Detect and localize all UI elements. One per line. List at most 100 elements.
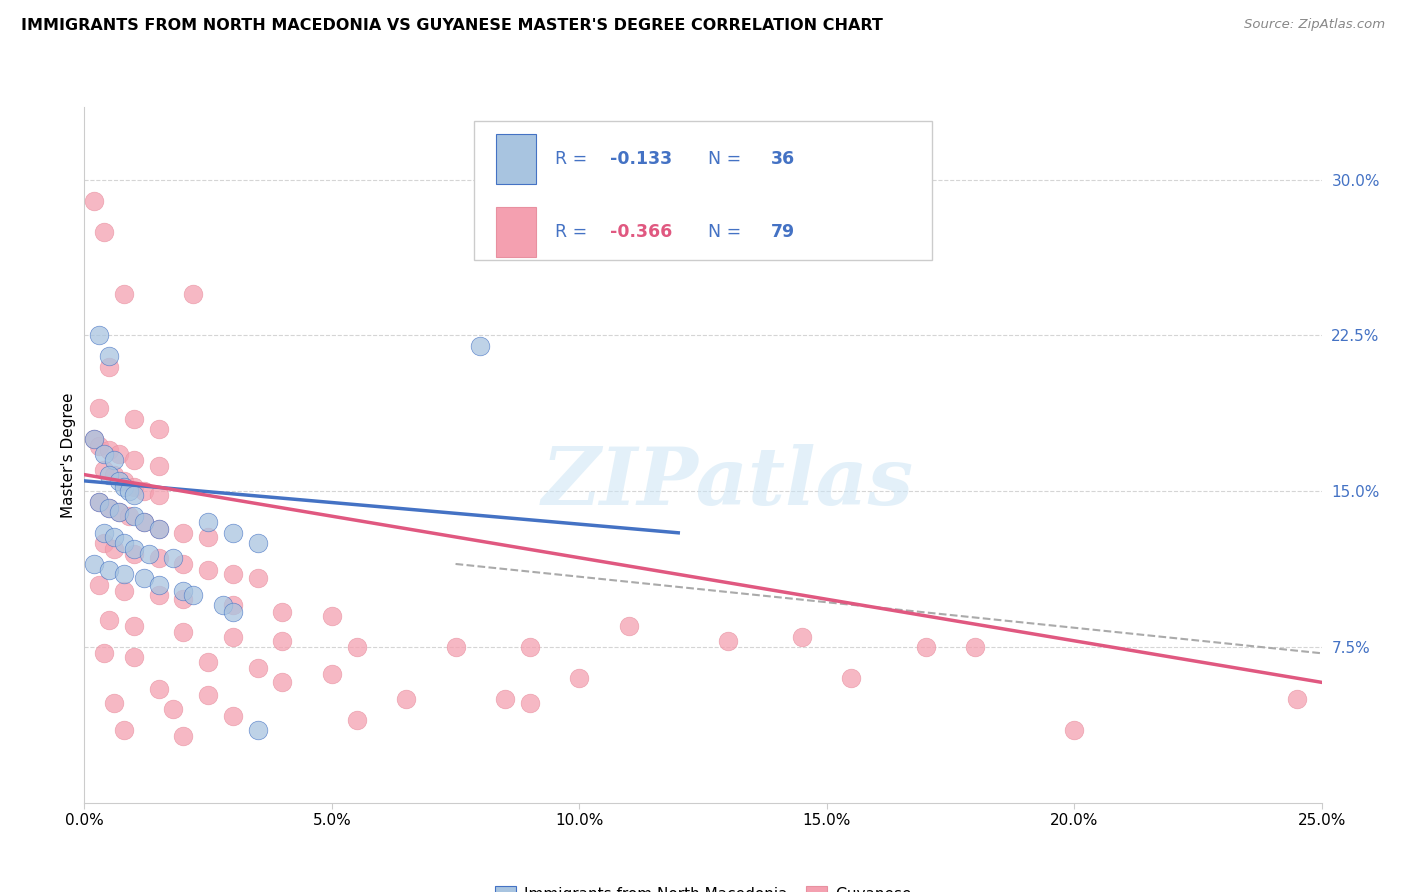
Point [122,619,145,633]
Point [89,439,111,453]
Point [118,509,141,524]
Text: 79: 79 [770,223,796,241]
Point [321,667,343,681]
Point [148,488,170,502]
Point [246,661,269,675]
FancyBboxPatch shape [496,134,536,184]
Point [222,605,245,619]
Point [346,640,368,654]
Point [271,633,294,648]
Point [93,646,115,660]
Text: Source: ZipAtlas.com: Source: ZipAtlas.com [1244,18,1385,31]
Point [108,505,131,519]
Point [122,542,145,557]
Point [148,522,170,536]
Point [222,630,245,644]
Point [222,525,245,540]
Point [148,681,170,696]
Point [122,411,145,425]
Point [172,729,194,743]
Point [197,516,219,530]
Point [271,675,294,690]
Point [98,467,121,482]
Point [112,723,135,738]
Point [148,550,170,565]
Text: IMMIGRANTS FROM NORTH MACEDONIA VS GUYANESE MASTER'S DEGREE CORRELATION CHART: IMMIGRANTS FROM NORTH MACEDONIA VS GUYAN… [21,18,883,33]
Point [83,433,105,447]
Text: 36: 36 [770,150,796,169]
Point [222,599,245,613]
Point [841,671,863,685]
Point [132,516,155,530]
Point [112,584,135,599]
Point [172,525,194,540]
Point [89,578,111,592]
Point [246,723,269,738]
Point [112,567,135,582]
Point [181,588,204,602]
Point [89,494,111,508]
Text: N =: N = [697,150,747,169]
Point [1063,723,1085,738]
Point [108,447,131,461]
Point [132,572,155,586]
Point [122,480,145,494]
Point [98,442,121,457]
Point [148,459,170,474]
Text: -0.366: -0.366 [610,223,672,241]
Point [118,484,141,499]
Text: R =: R = [554,223,592,241]
Point [122,488,145,502]
Point [197,530,219,544]
Point [1285,692,1308,706]
Point [112,474,135,488]
Point [132,516,155,530]
Point [212,599,235,613]
Point [112,287,135,301]
Point [321,608,343,623]
Point [444,640,467,654]
Point [122,453,145,467]
Point [83,433,105,447]
Y-axis label: Master's Degree: Master's Degree [60,392,76,517]
Point [246,536,269,550]
Point [172,557,194,571]
Point [93,525,115,540]
Point [122,547,145,561]
Point [98,500,121,515]
Point [93,463,115,477]
Point [222,567,245,582]
Point [132,484,155,499]
Point [395,692,418,706]
Point [98,500,121,515]
Point [965,640,987,654]
Point [83,194,105,208]
Point [172,592,194,607]
Point [617,619,640,633]
Point [148,522,170,536]
Point [519,640,541,654]
Point [914,640,936,654]
Point [197,655,219,669]
Point [103,530,125,544]
Point [222,708,245,723]
Point [717,633,740,648]
Point [197,563,219,577]
Point [89,494,111,508]
Point [172,584,194,599]
Text: ZIPatlas: ZIPatlas [541,444,914,522]
Point [172,625,194,640]
Point [89,328,111,343]
Point [148,588,170,602]
Text: N =: N = [697,223,747,241]
Point [790,630,813,644]
Point [93,225,115,239]
Text: -0.133: -0.133 [610,150,672,169]
FancyBboxPatch shape [474,121,932,260]
Point [162,702,184,716]
Point [181,287,204,301]
Point [568,671,591,685]
Point [93,447,115,461]
Point [138,547,160,561]
Point [98,613,121,627]
